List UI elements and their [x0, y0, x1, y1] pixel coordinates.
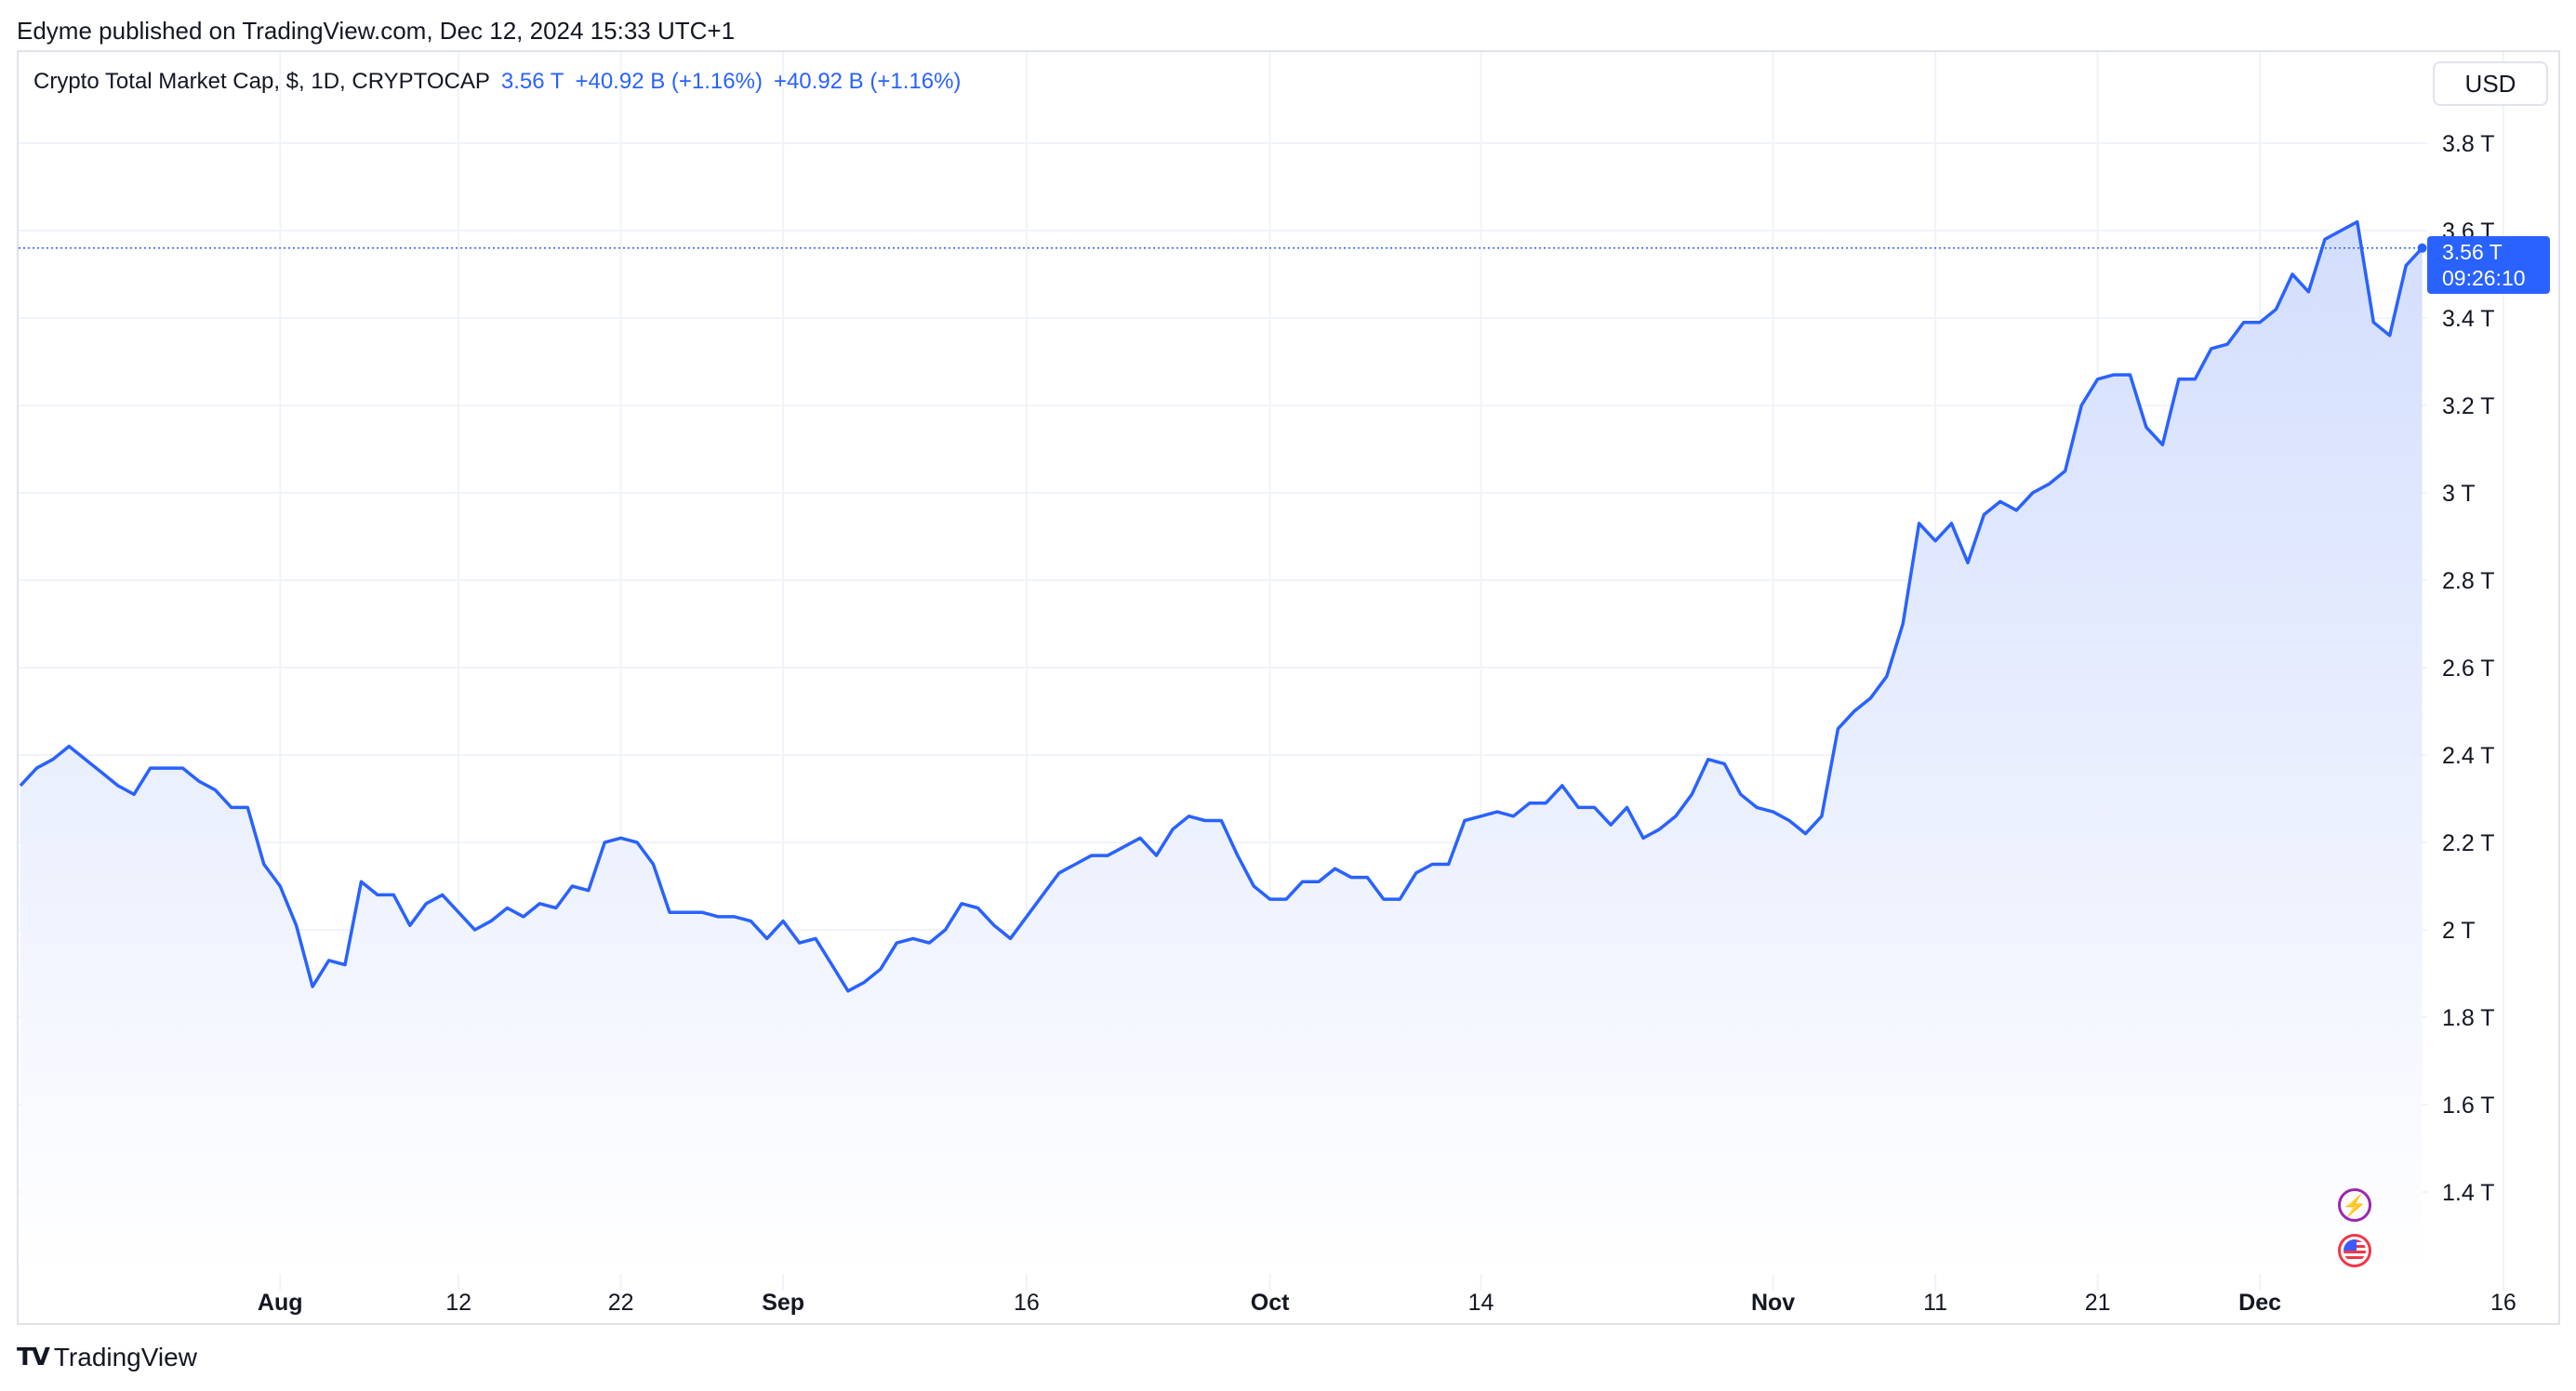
chart-legend[interactable]: Crypto Total Market Cap, $, 1D, CRYPTOCA… [33, 69, 961, 95]
last-point-marker [2417, 243, 2427, 253]
chart-frame [17, 50, 2560, 1325]
x-tick-label: Aug [258, 1290, 303, 1316]
x-tick-label: 12 [445, 1290, 471, 1316]
legend-change-secondary: +40.92 B (+1.16%) [773, 69, 962, 94]
x-tick-label: 14 [1468, 1290, 1494, 1316]
x-tick-label: 21 [2085, 1290, 2111, 1316]
x-tick-label: 22 [608, 1290, 634, 1316]
tradingview-brand[interactable]: TV TradingView [17, 1343, 197, 1372]
x-tick-label: Nov [1751, 1290, 1795, 1316]
x-tick-label: 16 [2490, 1290, 2516, 1316]
area-fill [20, 221, 2423, 1275]
y-tick-label: 3.4 T [2442, 306, 2495, 332]
y-tick-label: 3 T [2442, 481, 2476, 507]
y-tick-label: 2 T [2442, 918, 2476, 944]
legend-last-value: 3.56 T [500, 69, 564, 94]
last-price-value: 3.56 T [2442, 240, 2503, 264]
bolt-icon[interactable]: ⚡ [2338, 1188, 2371, 1222]
x-axis: Aug 12 22 Sep 16 Oct 14 Nov 11 21 Dec 16 [258, 1290, 2516, 1316]
y-tick-label: 2.2 T [2442, 830, 2495, 856]
series-line[interactable] [19, 219, 2423, 993]
legend-change: +40.92 B (+1.16%) [575, 69, 763, 94]
y-tick-label: 2.6 T [2442, 656, 2495, 682]
legend-symbol: Crypto Total Market Cap, $, 1D, CRYPTOCA… [33, 69, 490, 94]
y-tick-label: 3.2 T [2442, 393, 2495, 419]
x-tick-label: 16 [1014, 1290, 1040, 1316]
y-tick-label: 1.8 T [2442, 1005, 2495, 1031]
us-flag-icon[interactable] [2338, 1234, 2371, 1267]
area-series [19, 219, 2427, 1275]
currency-button[interactable]: USD [2433, 61, 2548, 106]
y-tick-label: 1.6 T [2442, 1093, 2495, 1119]
y-tick-label: 1.4 T [2442, 1180, 2495, 1206]
tradingview-logo-icon: TV [17, 1344, 50, 1371]
last-price-tag: 3.56 T 09:26:10 [2427, 236, 2550, 294]
tradingview-brand-label: TradingView [53, 1343, 197, 1371]
y-tick-label: 2.4 T [2442, 743, 2495, 769]
publisher-caption: Edyme published on TradingView.com, Dec … [17, 17, 736, 45]
x-tick-label: Sep [762, 1290, 804, 1316]
bar-countdown: 09:26:10 [2442, 266, 2526, 290]
x-tick-label: 11 [1923, 1290, 1947, 1316]
x-tick-label: Dec [2238, 1290, 2281, 1316]
y-tick-label: 3.8 T [2442, 131, 2495, 157]
y-tick-label: 2.8 T [2442, 568, 2495, 594]
x-tick-label: Oct [1251, 1290, 1290, 1316]
y-axis: 1.4 T 1.6 T 1.8 T 2 T 2.2 T 2.4 T 2.6 T 2.8 T 3 … [2442, 131, 2495, 1206]
